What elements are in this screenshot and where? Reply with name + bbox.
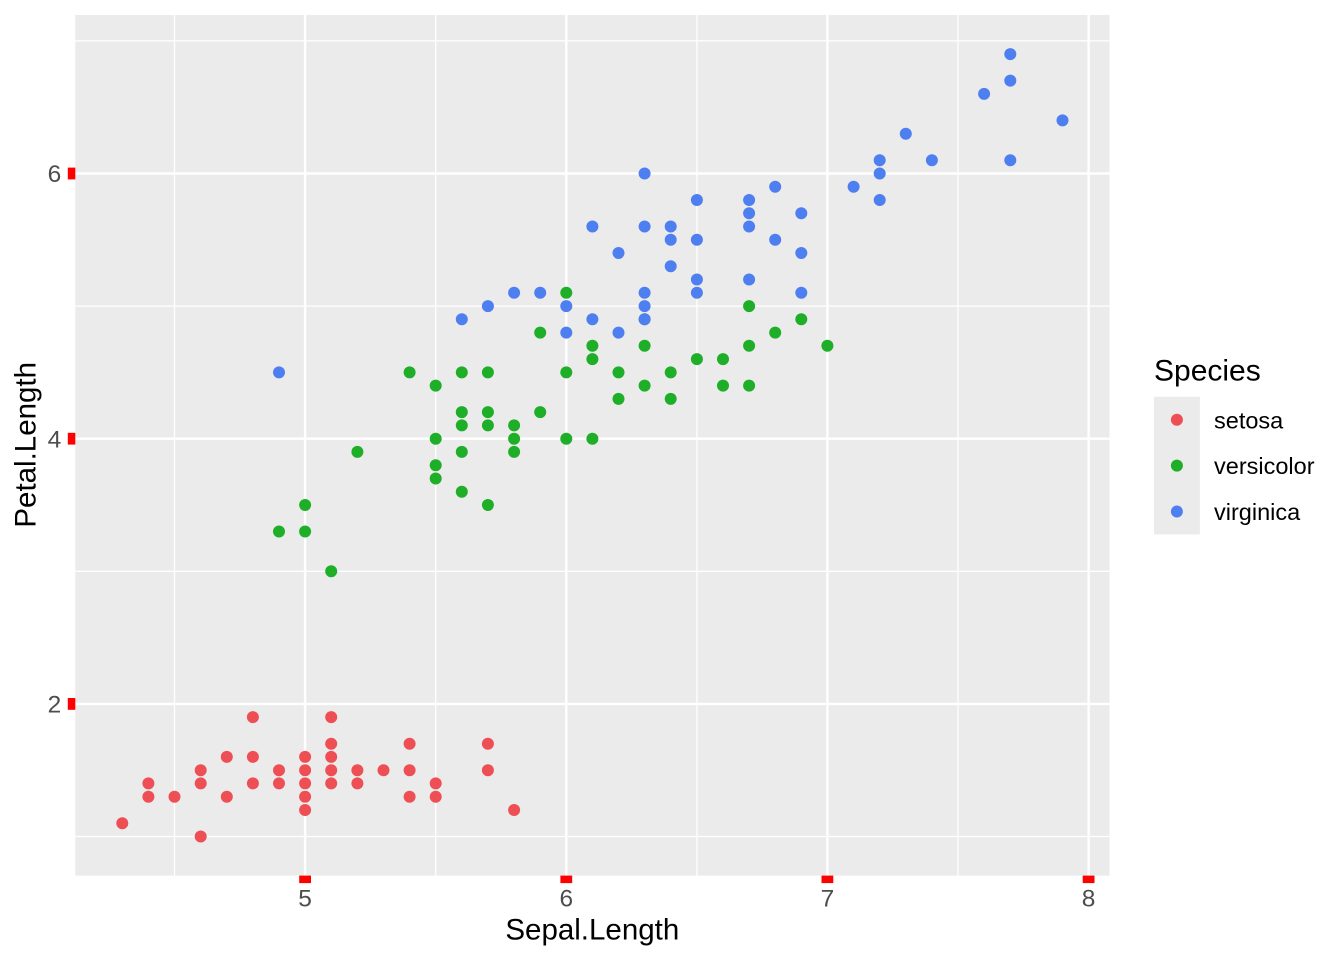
svg-text:5: 5 xyxy=(298,885,312,912)
svg-text:4: 4 xyxy=(48,426,62,453)
svg-text:6: 6 xyxy=(559,885,573,912)
svg-text:Species: Species xyxy=(1154,354,1261,387)
svg-text:Sepal.Length: Sepal.Length xyxy=(505,914,679,947)
svg-text:7: 7 xyxy=(821,885,835,912)
svg-text:Petal.Length: Petal.Length xyxy=(9,362,42,528)
svg-text:8: 8 xyxy=(1082,885,1096,912)
svg-text:virginica: virginica xyxy=(1214,499,1301,525)
svg-text:setosa: setosa xyxy=(1214,407,1284,433)
svg-text:6: 6 xyxy=(48,161,62,188)
svg-text:2: 2 xyxy=(48,692,62,719)
svg-text:versicolor: versicolor xyxy=(1214,453,1315,479)
